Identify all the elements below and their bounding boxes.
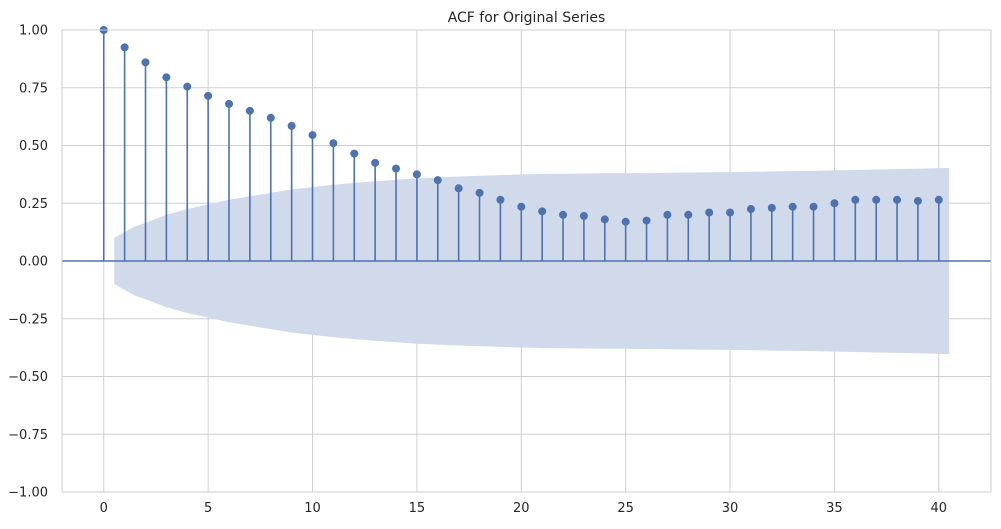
x-tick-label: 0 bbox=[100, 501, 108, 516]
y-tick-label: −0.75 bbox=[8, 428, 48, 443]
acf-point-lag-13 bbox=[371, 158, 380, 167]
plot-frame bbox=[61, 29, 992, 493]
acf-point-lag-30 bbox=[726, 208, 735, 217]
y-tick-label: 0.50 bbox=[19, 139, 48, 154]
y-tick-label: 0.00 bbox=[19, 255, 48, 270]
x-tick-label: 40 bbox=[931, 501, 948, 516]
acf-point-lag-19 bbox=[496, 195, 505, 204]
acf-point-lag-38 bbox=[893, 195, 902, 204]
acf-point-lag-31 bbox=[746, 205, 755, 214]
acf-point-lag-7 bbox=[245, 106, 254, 115]
acf-point-lag-34 bbox=[809, 202, 818, 211]
acf-point-lag-36 bbox=[851, 195, 860, 204]
acf-point-lag-35 bbox=[830, 199, 839, 208]
acf-point-lag-27 bbox=[663, 210, 672, 219]
acf-point-lag-32 bbox=[767, 203, 776, 212]
y-tick-label: −0.50 bbox=[8, 370, 48, 385]
acf-point-lag-16 bbox=[433, 176, 442, 185]
y-tick-label: 1.00 bbox=[19, 24, 48, 39]
y-tick-label: −1.00 bbox=[8, 486, 48, 501]
acf-point-lag-28 bbox=[684, 210, 693, 219]
acf-point-lag-33 bbox=[788, 202, 797, 211]
y-tick-label: −0.25 bbox=[8, 312, 48, 327]
acf-point-lag-23 bbox=[579, 211, 588, 220]
acf-point-lag-25 bbox=[621, 217, 630, 226]
acf-points bbox=[99, 26, 943, 226]
acf-point-lag-39 bbox=[913, 196, 922, 205]
y-tick-label: 0.25 bbox=[19, 197, 48, 212]
acf-point-lag-14 bbox=[392, 164, 401, 173]
x-tick-label: 5 bbox=[204, 501, 212, 516]
x-tick-label: 20 bbox=[513, 501, 530, 516]
acf-point-lag-26 bbox=[642, 216, 651, 225]
x-tick-label: 15 bbox=[409, 501, 426, 516]
acf-point-lag-24 bbox=[600, 215, 609, 224]
y-tick-label: 0.75 bbox=[19, 81, 48, 96]
x-tick-label: 30 bbox=[722, 501, 739, 516]
acf-point-lag-12 bbox=[350, 149, 359, 158]
acf-point-lag-4 bbox=[183, 82, 192, 91]
acf-point-lag-15 bbox=[412, 170, 421, 179]
x-tick-label: 10 bbox=[304, 501, 321, 516]
acf-point-lag-1 bbox=[120, 43, 129, 52]
acf-point-lag-17 bbox=[454, 184, 463, 193]
y-tick-labels: −1.00 −0.75 −0.50 −0.25 0.00 0.25 0.50 0.75 1.00 bbox=[8, 24, 48, 501]
acf-point-lag-37 bbox=[872, 195, 881, 204]
x-tick-labels: 0 5 10 15 20 25 30 35 40 bbox=[100, 501, 947, 516]
acf-point-lag-3 bbox=[162, 73, 171, 82]
acf-point-lag-11 bbox=[329, 139, 338, 148]
acf-point-lag-18 bbox=[475, 188, 484, 197]
acf-point-lag-5 bbox=[204, 91, 213, 100]
chart-title: ACF for Original Series bbox=[448, 10, 606, 26]
acf-point-lag-6 bbox=[225, 99, 234, 108]
acf-point-lag-21 bbox=[538, 207, 547, 216]
acf-point-lag-20 bbox=[517, 202, 526, 211]
x-tick-label: 25 bbox=[617, 501, 634, 516]
acf-point-lag-22 bbox=[559, 210, 568, 219]
acf-point-lag-10 bbox=[308, 131, 317, 140]
acf-stems bbox=[102, 30, 940, 261]
acf-point-lag-29 bbox=[705, 208, 714, 217]
acf-point-lag-8 bbox=[266, 113, 275, 122]
acf-point-lag-40 bbox=[934, 195, 943, 204]
acf-point-lag-2 bbox=[141, 58, 150, 67]
acf-point-lag-9 bbox=[287, 121, 296, 130]
x-tick-label: 35 bbox=[826, 501, 843, 516]
